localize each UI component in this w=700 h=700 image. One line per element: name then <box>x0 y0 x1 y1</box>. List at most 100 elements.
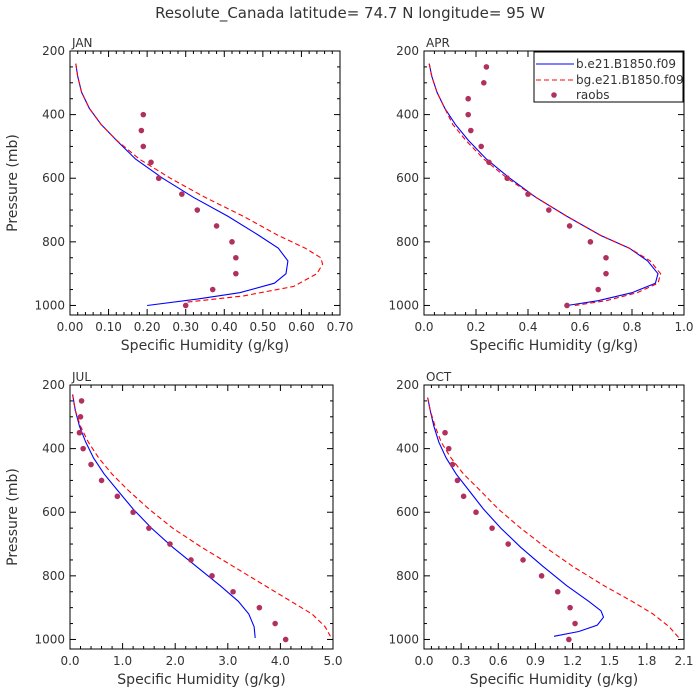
panel-jul-month-label: JUL <box>71 370 91 384</box>
panel-oct-xtick-label: 0.0 <box>414 654 433 668</box>
panel-jul-ytick-label: 600 <box>42 505 65 519</box>
panel-apr-raobs-point <box>481 80 487 86</box>
panel-jan-ytick-label: 400 <box>42 108 65 122</box>
panel-jul-raobs-point <box>88 461 94 468</box>
panel-jul-raobs-point <box>272 620 278 627</box>
panel-oct-raobs-point <box>454 477 461 484</box>
panel-oct-raobs-point <box>554 588 561 595</box>
panel-jan-raobs-point <box>194 207 201 213</box>
panel-oct-xtick-label: 0.3 <box>452 654 471 668</box>
panel-jan-xtick-label: 0.20 <box>134 320 161 334</box>
panel-jan-ytick-label: 200 <box>42 44 65 58</box>
panel-jan-xtick-label: 0.60 <box>288 320 315 334</box>
panel-oct-raobs-point <box>520 557 526 563</box>
panel-jul-frame <box>69 384 334 650</box>
panel-jul: JUL 200 400 600 800 1000 0.0 1.0 2.0 3.0 4.0 5.0 Spe… <box>5 370 343 688</box>
panel-jan-xtick-label: 0.30 <box>172 320 199 334</box>
panel-jan-raobs-point <box>182 302 189 309</box>
panel-apr-ytick-label: 1000 <box>388 298 419 312</box>
panel-jan-raobs-point <box>138 127 145 134</box>
panel-oct-xtick-label: 2.1 <box>674 654 693 668</box>
panel-jul-raobs-point <box>78 398 85 404</box>
panel-apr-raobs-point <box>504 175 511 182</box>
panel-jul-ylabel: Pressure (mb) <box>5 468 21 566</box>
panel-apr-xtick-label: 0.4 <box>518 320 537 334</box>
panel-apr-xtick-label: 0.0 <box>414 320 433 334</box>
panel-jan-xtick-label: 0.10 <box>95 320 122 334</box>
panel-jul-ytick-label: 800 <box>42 569 65 583</box>
panel-apr-raobs-point <box>465 111 472 118</box>
panel-jul-raobs-point <box>209 573 215 579</box>
panel-oct-ytick-label: 800 <box>396 569 419 583</box>
panel-jul-raobs-point <box>256 604 263 611</box>
panel-jan-ytick-label: 1000 <box>34 298 65 312</box>
panel-oct: OCT 200 400 600 800 1000 0.0 0.3 0.6 0.9 1.2 1.5 1.8… <box>388 370 693 688</box>
panel-oct-month-label: OCT <box>426 370 452 384</box>
panel-jul-raobs-point <box>77 414 84 420</box>
panel-oct-xtick-label: 0.6 <box>489 654 508 668</box>
panel-jan-raobs-point <box>148 159 154 166</box>
panel-apr-xlabel: Specific Humidity (g/kg) <box>470 338 638 354</box>
panel-jul-line-bg-e21-b1850-f09 <box>72 394 331 637</box>
panel-apr-raobs-point <box>566 223 573 229</box>
panel-oct-raobs-point <box>538 573 545 579</box>
panel-oct-xtick-label: 1.5 <box>600 654 619 668</box>
panel-oct-raobs-point <box>566 636 572 643</box>
legend-raobs-label: raobs <box>576 88 610 102</box>
panel-jan-xtick-label: 0.50 <box>249 320 276 334</box>
panel-oct-raobs-point <box>460 493 467 500</box>
panel-oct-raobs-point <box>489 525 495 531</box>
panel-jul-raobs-point <box>282 636 289 643</box>
panel-oct-line-bg-e21-b1850-f09 <box>427 397 680 639</box>
panel-jul-raobs-point <box>76 429 83 436</box>
panel-apr-raobs-point <box>465 95 472 102</box>
panel-jan: JAN 200 400 600 800 1000 0.00 0.10 0.20 0.30 0.40 0… <box>5 36 353 354</box>
panel-jan-line-bg-e21-b1850-f09 <box>75 63 324 303</box>
panel-jul-xtick-label: 2.0 <box>166 654 185 668</box>
panel-oct-raobs-point <box>442 429 448 436</box>
panel-apr-xtick-label: 0.6 <box>570 320 589 334</box>
panel-jul-raobs-point <box>167 541 173 547</box>
panel-oct-raobs-point <box>449 461 456 468</box>
panel-jul-xtick-label: 4.0 <box>271 654 290 668</box>
panel-jul-ytick-label: 200 <box>42 378 65 392</box>
panel-apr-xtick-label: 0.8 <box>622 320 641 334</box>
panel-jan-raobs-point <box>233 270 239 277</box>
panel-oct-ytick-label: 200 <box>396 378 419 392</box>
panel-jan-ylabel: Pressure (mb) <box>5 134 21 232</box>
panel-jan-raobs-point <box>179 191 185 197</box>
panel-apr-ytick-label: 800 <box>396 235 419 249</box>
panel-apr-raobs-point <box>546 207 552 213</box>
panel-jan-ytick-label: 800 <box>42 235 65 249</box>
panel-oct-xtick-label: 1.2 <box>563 654 582 668</box>
panel-oct-line-b-e21-b1850-f09 <box>427 397 605 637</box>
panel-apr-xtick-label: 1.0 <box>674 320 693 334</box>
panel-jan-xlabel: Specific Humidity (g/kg) <box>121 338 289 354</box>
panel-apr-line-bg-e21-b1850-f09 <box>428 63 662 307</box>
panel-oct-ytick-label: 600 <box>396 505 419 519</box>
panel-apr-raobs-point <box>603 270 609 277</box>
panel-oct-frame <box>423 384 685 650</box>
panel-oct-xtick-label: 0.9 <box>526 654 545 668</box>
panel-jan-raobs-point <box>140 111 147 118</box>
panel-jul-ytick-label: 1000 <box>34 632 65 646</box>
panel-jan-xtick-label: 0.40 <box>211 320 238 334</box>
panel-jul-raobs-point <box>114 493 121 500</box>
panel-jan-ytick-label: 600 <box>42 171 65 185</box>
panel-jul-xlabel: Specific Humidity (g/kg) <box>117 672 285 688</box>
panel-jul-xtick-label: 0.0 <box>60 654 79 668</box>
panel-oct-ytick-label: 1000 <box>388 632 419 646</box>
panel-oct-raobs-point <box>473 509 479 516</box>
panel-jul-raobs-point <box>188 557 194 563</box>
panel-apr-raobs-point <box>483 64 490 70</box>
panel-jan-raobs-point <box>229 239 235 245</box>
panel-apr-month-label: APR <box>426 36 450 50</box>
panel-oct-raobs-point <box>505 541 511 547</box>
panel-jan-xtick-label: 0.00 <box>57 320 84 334</box>
panel-apr-raobs-point <box>603 254 609 261</box>
panel-jan-frame <box>69 50 341 316</box>
panel-jan-raobs-point <box>209 286 216 293</box>
legend-raobs-marker <box>551 92 557 98</box>
